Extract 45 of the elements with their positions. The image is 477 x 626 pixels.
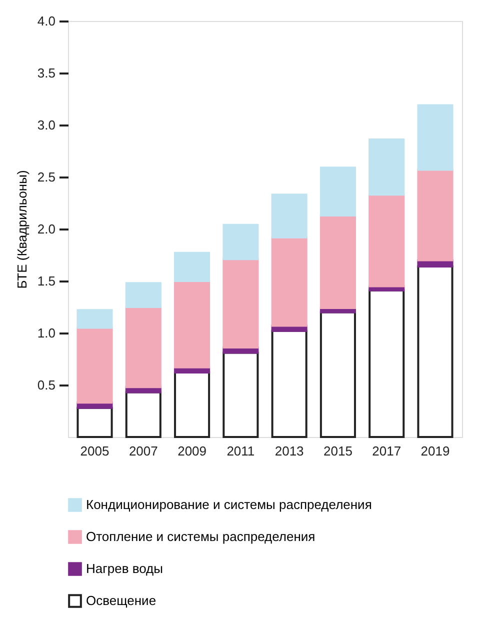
- y-tick-label: 3.0: [37, 118, 56, 132]
- bar: [222, 224, 259, 260]
- bar: [368, 289, 405, 438]
- x-tick-label: 2007: [128, 444, 158, 458]
- bar: [174, 372, 210, 438]
- bar: [125, 282, 162, 308]
- y-tick-label: 4.0: [37, 14, 56, 28]
- y-tick-label: 2.5: [37, 170, 56, 184]
- bar: [76, 406, 113, 438]
- x-tick-label: 2015: [324, 444, 352, 458]
- bar: [174, 280, 210, 368]
- legend-label: Нагрев воды: [86, 561, 163, 576]
- y-axis-title: БТЕ (Квадрильоны): [14, 170, 30, 289]
- y-tick-label: 0.5: [37, 378, 56, 392]
- bar: [368, 138, 405, 196]
- x-tick-label: 2005: [80, 444, 110, 458]
- bar: [76, 326, 113, 404]
- bar: [320, 166, 356, 216]
- y-tick-label: 1.0: [37, 326, 56, 340]
- bar: [320, 311, 356, 438]
- bar: [417, 265, 454, 438]
- bar: [125, 306, 162, 388]
- legend-label: Кондиционирование и системы распределения: [86, 497, 372, 512]
- bar: [222, 258, 259, 349]
- bar: [76, 309, 113, 329]
- bar: [222, 352, 259, 438]
- bar: [271, 236, 308, 327]
- y-tick-label: 2.0: [37, 222, 56, 236]
- bar: [125, 391, 162, 438]
- bar: [320, 214, 356, 310]
- bar: [368, 194, 405, 288]
- bar: [271, 330, 308, 438]
- bar: [271, 194, 308, 238]
- x-tick-label: 2011: [226, 444, 255, 458]
- legend-label: Отопление и системы распределения: [86, 529, 316, 544]
- x-tick-label: 2013: [274, 444, 304, 458]
- y-tick-label: 1.5: [37, 274, 56, 288]
- bar: [417, 168, 454, 262]
- x-tick-label: 2009: [178, 444, 206, 458]
- y-tick-label: 3.5: [37, 66, 56, 80]
- legend-label: Освещение: [86, 593, 156, 608]
- bar: [174, 252, 210, 282]
- x-tick-label: 2019: [420, 444, 450, 458]
- bar: [417, 104, 454, 171]
- x-tick-label: 2017: [372, 444, 402, 458]
